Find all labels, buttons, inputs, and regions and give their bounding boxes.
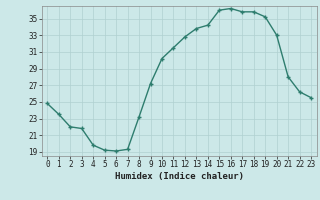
X-axis label: Humidex (Indice chaleur): Humidex (Indice chaleur) [115,172,244,181]
